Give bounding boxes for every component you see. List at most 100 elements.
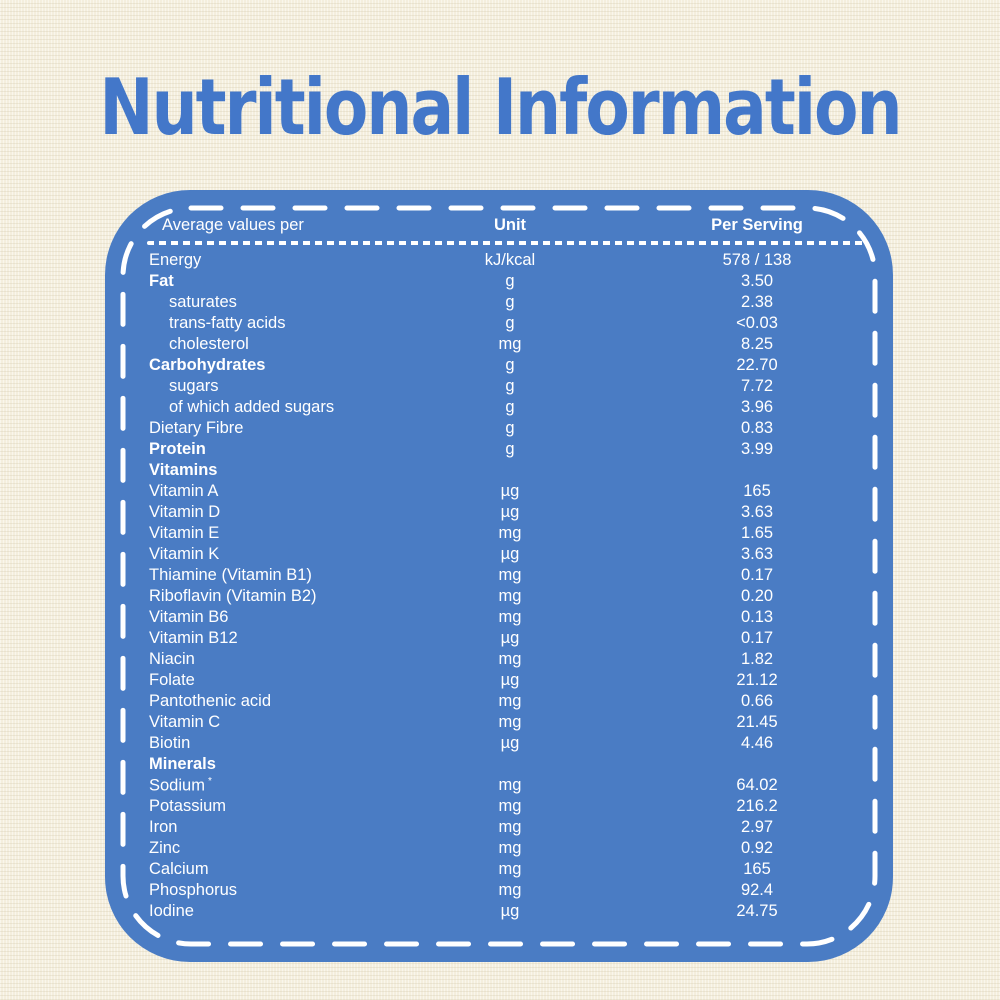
- table-header-row: Average values per Unit Per Serving: [105, 212, 893, 238]
- row-label: Dietary Fibre: [149, 419, 244, 437]
- row-value: 3.63: [740, 545, 774, 563]
- table-row: Riboflavin (Vitamin B2) mg 0.20: [105, 586, 893, 607]
- row-label: Vitamins: [149, 461, 218, 479]
- row-value: 216.2: [736, 797, 778, 815]
- table-row: Dietary Fibre g 0.83: [105, 418, 893, 439]
- row-value: 2.97: [740, 818, 774, 836]
- nutrition-table: Average values per Unit Per Serving Ener…: [105, 212, 893, 922]
- row-unit: µg: [500, 545, 520, 563]
- row-value: 22.70: [736, 356, 778, 374]
- table-row: Vitamin C mg 21.45: [105, 712, 893, 733]
- row-label: sugars: [169, 377, 219, 395]
- row-unit: mg: [498, 797, 522, 815]
- row-label: Phosphorus: [149, 881, 238, 899]
- row-value: 165: [743, 860, 771, 878]
- table-row: Sodium * mg 64.02: [105, 775, 893, 796]
- row-value: 0.92: [740, 839, 774, 857]
- footnote-marker: *: [207, 775, 212, 787]
- table-row: Vitamin B12 µg 0.17: [105, 628, 893, 649]
- row-value: 3.50: [740, 272, 774, 290]
- row-unit: g: [505, 272, 515, 290]
- row-label: Iodine: [149, 902, 194, 920]
- row-unit: µg: [500, 671, 520, 689]
- table-row: Biotin µg 4.46: [105, 733, 893, 754]
- table-row: Vitamin E mg 1.65: [105, 523, 893, 544]
- row-label: Minerals: [149, 755, 216, 773]
- row-label: Potassium: [149, 797, 227, 815]
- table-row: Vitamin D µg 3.63: [105, 502, 893, 523]
- table-row: saturates g 2.38: [105, 292, 893, 313]
- table-row: Pantothenic acid mg 0.66: [105, 691, 893, 712]
- row-unit: µg: [500, 734, 520, 752]
- header-unit: Unit: [493, 215, 527, 234]
- row-label: Energy: [149, 251, 202, 269]
- row-value: 3.99: [740, 440, 774, 458]
- row-unit: g: [505, 356, 515, 374]
- row-unit: g: [505, 314, 515, 332]
- row-value: 0.17: [740, 566, 774, 584]
- row-unit: mg: [498, 566, 522, 584]
- header-average-values-per: Average values per: [162, 215, 304, 234]
- row-unit: mg: [498, 881, 522, 899]
- dashed-border: [120, 205, 878, 947]
- row-unit: µg: [500, 503, 520, 521]
- row-label: Niacin: [149, 650, 195, 668]
- row-label: Protein: [149, 440, 206, 458]
- nutrition-card: Average values per Unit Per Serving Ener…: [105, 190, 893, 962]
- row-unit: mg: [498, 650, 522, 668]
- table-row: Carbohydrates g 22.70: [105, 355, 893, 376]
- table-row: sugars g 7.72: [105, 376, 893, 397]
- table-row: Vitamin B6 mg 0.13: [105, 607, 893, 628]
- row-label: saturates: [169, 293, 237, 311]
- row-label: Zinc: [149, 839, 181, 857]
- table-row: Folate µg 21.12: [105, 670, 893, 691]
- table-row: Calcium mg 165: [105, 859, 893, 880]
- row-label: cholesterol: [169, 335, 249, 353]
- row-unit: mg: [498, 587, 522, 605]
- row-unit: mg: [498, 524, 522, 542]
- row-label: Calcium: [149, 860, 209, 878]
- table-row: Energy kJ/kcal 578 / 138: [105, 250, 893, 271]
- row-label: Thiamine (Vitamin B1): [149, 566, 312, 584]
- row-value: 1.82: [740, 650, 774, 668]
- row-label: Vitamin D: [149, 503, 221, 521]
- table-row: Fat g 3.50: [105, 271, 893, 292]
- table-row: trans-fatty acids g <0.03: [105, 313, 893, 334]
- table-row: Vitamin K µg 3.63: [105, 544, 893, 565]
- header-per-serving: Per Serving: [711, 215, 803, 234]
- row-label: trans-fatty acids: [169, 314, 286, 332]
- row-unit: g: [505, 377, 515, 395]
- row-unit: mg: [498, 335, 522, 353]
- row-unit: µg: [500, 902, 520, 920]
- row-value: 0.13: [740, 608, 774, 626]
- row-unit: mg: [498, 692, 522, 710]
- row-label: Vitamin E: [149, 524, 220, 542]
- row-unit: kJ/kcal: [484, 251, 536, 269]
- row-value: 1.65: [740, 524, 774, 542]
- row-unit: mg: [498, 713, 522, 731]
- row-value: 7.72: [740, 377, 774, 395]
- table-row: Minerals: [105, 754, 893, 775]
- row-value: 4.46: [740, 734, 774, 752]
- row-value: 0.83: [740, 419, 774, 437]
- table-row: Iron mg 2.97: [105, 817, 893, 838]
- page-title: Nutritional Information: [99, 61, 902, 153]
- row-label: Riboflavin (Vitamin B2): [149, 587, 317, 605]
- row-unit: mg: [498, 860, 522, 878]
- row-value: 21.45: [736, 713, 778, 731]
- row-unit: g: [505, 440, 515, 458]
- row-label: Vitamin A: [149, 482, 219, 500]
- row-label: Fat: [149, 272, 174, 290]
- row-unit: µg: [500, 482, 520, 500]
- row-value: 92.4: [740, 881, 774, 899]
- row-label: of which added sugars: [169, 398, 335, 416]
- row-value: 3.96: [740, 398, 774, 416]
- row-unit: g: [505, 293, 515, 311]
- row-value: 64.02: [736, 776, 778, 794]
- row-value: 0.20: [740, 587, 774, 605]
- table-row: Thiamine (Vitamin B1) mg 0.17: [105, 565, 893, 586]
- table-row: Zinc mg 0.92: [105, 838, 893, 859]
- table-row: cholesterol mg 8.25: [105, 334, 893, 355]
- row-label: Folate: [149, 671, 195, 689]
- row-unit: µg: [500, 629, 520, 647]
